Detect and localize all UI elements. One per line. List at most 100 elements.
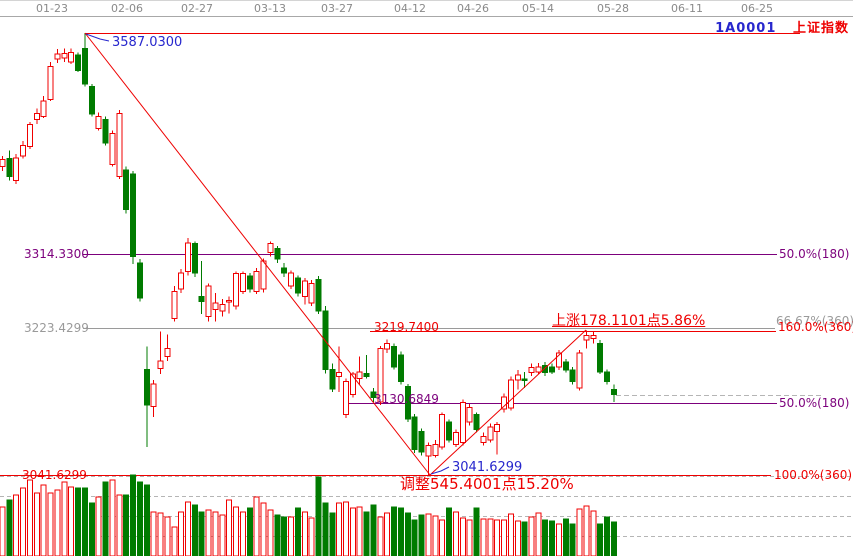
candle-body (26, 124, 33, 147)
candle-body (191, 243, 198, 274)
volume-bar (95, 496, 102, 556)
instrument-symbol[interactable]: 1A0001 (715, 21, 777, 36)
volume-bar (432, 515, 439, 556)
volume-bar (583, 505, 590, 556)
candle-body (136, 262, 143, 299)
volume-bar (329, 512, 336, 556)
volume-bar (590, 510, 597, 556)
candle-body (198, 295, 205, 302)
candle-body (411, 416, 418, 451)
volume-bar (555, 523, 562, 556)
candle-body (40, 100, 47, 117)
volume-bar (336, 502, 343, 556)
candle-body (143, 368, 150, 406)
candle-body (425, 445, 432, 457)
axis-date-label: 02-27 (181, 2, 213, 15)
candle-body (0, 158, 6, 168)
candle-body (288, 272, 295, 287)
candle-body (404, 385, 411, 420)
trend-line (429, 329, 587, 476)
candle-body (20, 145, 27, 157)
volume-bar (535, 512, 542, 556)
candle-body (507, 379, 514, 409)
candle-body (329, 368, 336, 390)
candle-body (349, 373, 356, 395)
candle-body (281, 267, 288, 274)
axis-date-label: 03-13 (254, 2, 286, 15)
axis-date-label: 03-27 (321, 2, 353, 15)
volume-bar (6, 499, 13, 556)
date-axis: 01-23 02-06 02-27 03-13 03-27 04-12 04-26 05-14… (0, 0, 853, 17)
instrument-name[interactable]: 上证指数 (792, 21, 849, 36)
volume-bar (233, 506, 240, 556)
candle-body (535, 366, 542, 373)
volume-bar (343, 501, 349, 556)
volume-bar (68, 486, 75, 556)
volume-bar (452, 511, 459, 556)
candle-body (6, 158, 13, 177)
axis-date-label: 01-23 (36, 2, 68, 15)
volume-bar (150, 511, 157, 556)
volume-bar (562, 518, 569, 556)
volume-bar (521, 521, 528, 556)
volume-bar (384, 512, 391, 556)
candle-body (363, 372, 370, 378)
candle-body (212, 302, 219, 310)
candle-body (466, 406, 473, 423)
volume-bar (239, 511, 246, 556)
candle-body (95, 115, 102, 130)
volume-bar (274, 514, 281, 556)
volume-bar (253, 496, 260, 556)
volume-bar (356, 506, 363, 556)
candle-body (130, 173, 137, 258)
volume-bar (569, 523, 576, 556)
volume-bar (610, 521, 617, 556)
volume-bar (514, 520, 521, 556)
volume-bar (404, 512, 411, 556)
volume-bar (459, 517, 466, 556)
volume-bar (198, 511, 205, 556)
volume-bar (494, 519, 501, 556)
candle-body (569, 369, 576, 383)
candle-body (397, 354, 404, 383)
volume-bar (54, 489, 61, 556)
candle-body (68, 51, 75, 63)
volume-bar (13, 494, 20, 556)
volume-bar (33, 492, 40, 556)
volume-bar (528, 516, 535, 556)
candle-body (13, 157, 20, 182)
candle-body (555, 352, 562, 368)
volume-bar (191, 504, 198, 556)
volume-bar (0, 506, 6, 556)
candle-body (274, 248, 281, 260)
volume-bar (157, 512, 164, 556)
candle-body (487, 426, 494, 441)
candle-body (446, 421, 453, 441)
candle-body (116, 112, 123, 177)
candle-body (459, 402, 466, 443)
volume-bar (136, 481, 143, 556)
volume-bar (425, 513, 432, 556)
volume-bar (81, 487, 88, 556)
candle-body (343, 381, 349, 416)
instrument-header[interactable]: 1A0001 上证指数 (715, 17, 849, 36)
candle-body (562, 361, 569, 371)
candle-body (294, 277, 301, 294)
candle-body (75, 54, 82, 71)
trend-line (84, 32, 431, 476)
candle-body (494, 423, 501, 433)
candle-body (391, 346, 398, 368)
volume-bar (391, 506, 398, 556)
volume-bar (40, 484, 47, 556)
volume-bar (26, 479, 33, 556)
candle-body (604, 371, 611, 383)
volume-bar (61, 481, 68, 556)
candle-body (583, 334, 590, 341)
volume-bar (143, 484, 150, 556)
axis-date-label: 05-14 (522, 2, 554, 15)
candle-body (171, 291, 178, 319)
candle-body (157, 360, 164, 370)
volume-bar (212, 511, 219, 556)
candle-body (123, 169, 130, 211)
